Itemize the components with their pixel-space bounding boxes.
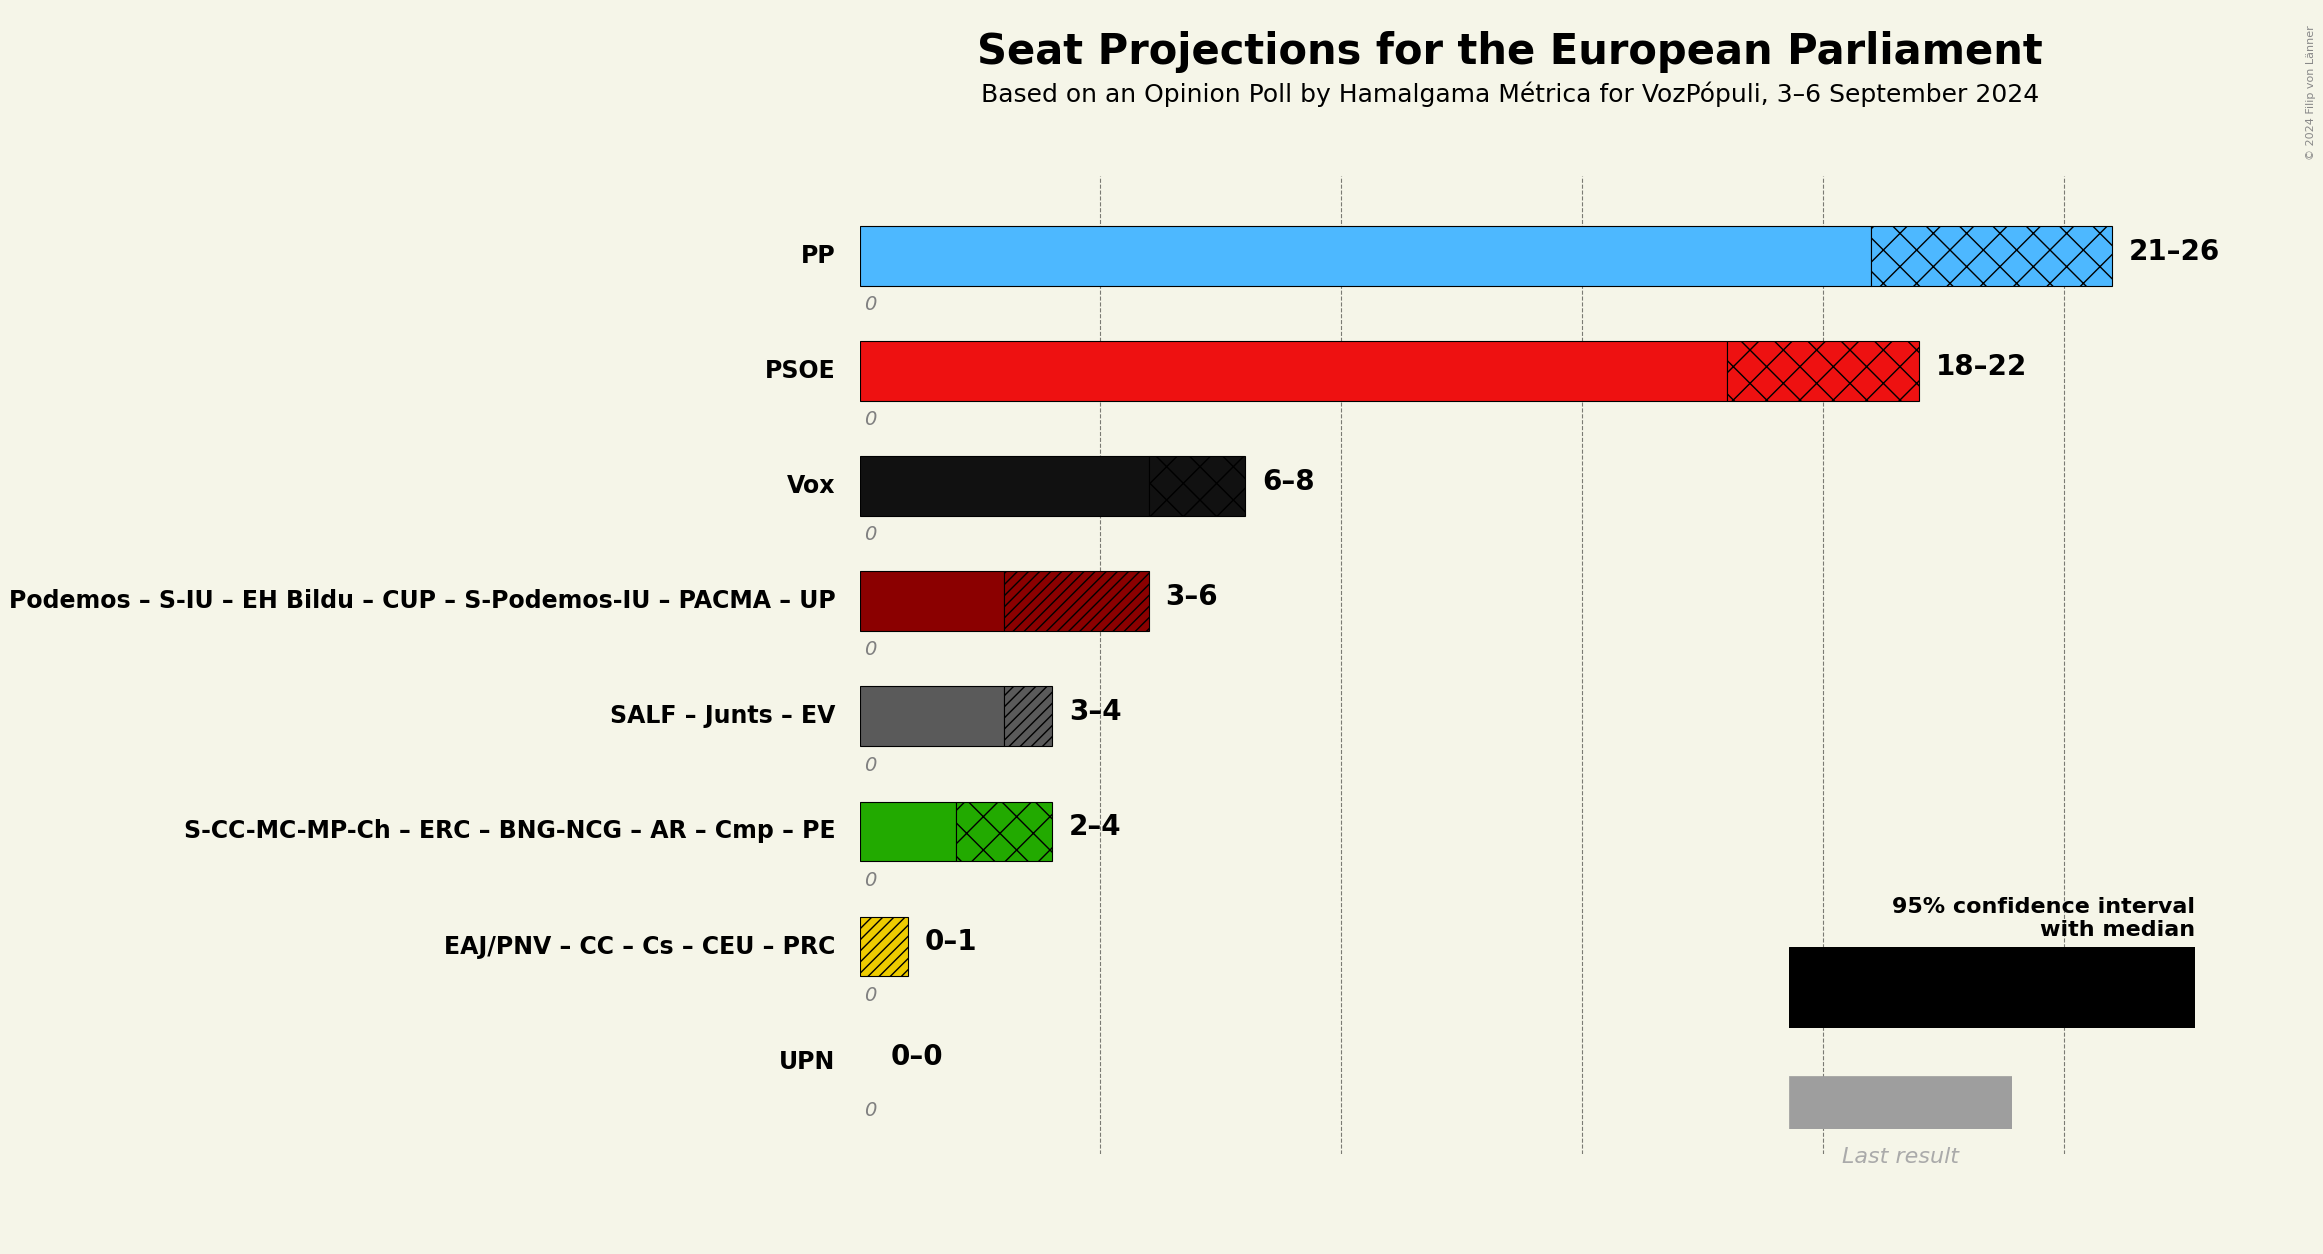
Text: 0–1: 0–1 <box>925 928 978 956</box>
Text: UPN: UPN <box>778 1050 836 1073</box>
Text: 6–8: 6–8 <box>1261 468 1315 495</box>
Text: 18–22: 18–22 <box>1937 352 2028 380</box>
Bar <box>860 456 1148 517</box>
Bar <box>1148 456 1245 517</box>
Text: 0: 0 <box>864 410 876 429</box>
Bar <box>1872 226 2112 286</box>
Text: 0: 0 <box>864 755 876 775</box>
Bar <box>1004 572 1148 631</box>
Text: 0: 0 <box>864 295 876 315</box>
Text: 3–6: 3–6 <box>1166 583 1217 611</box>
Text: Podemos – S-IU – EH Bildu – CUP – S-Podemos-IU – PACMA – UP: Podemos – S-IU – EH Bildu – CUP – S-Pode… <box>9 589 836 613</box>
Bar <box>1789 947 2000 1028</box>
Bar <box>2000 947 2195 1028</box>
Bar <box>860 686 1004 746</box>
Text: 0: 0 <box>864 986 876 1004</box>
Text: 2–4: 2–4 <box>1069 813 1122 841</box>
Bar <box>1726 341 1919 401</box>
Text: EAJ/PNV – CC – Cs – CEU – PRC: EAJ/PNV – CC – Cs – CEU – PRC <box>444 934 836 958</box>
Text: Vox: Vox <box>787 474 836 498</box>
Text: 0: 0 <box>864 641 876 660</box>
Text: Last result: Last result <box>1842 1147 1958 1167</box>
Text: 0: 0 <box>864 870 876 889</box>
Text: PSOE: PSOE <box>764 359 836 384</box>
Text: S-CC-MC-MP-Ch – ERC – BNG-NCG – AR – Cmp – PE: S-CC-MC-MP-Ch – ERC – BNG-NCG – AR – Cmp… <box>184 819 836 844</box>
Text: 3–4: 3–4 <box>1069 697 1122 726</box>
Text: SALF – Junts – EV: SALF – Junts – EV <box>611 705 836 729</box>
Text: 0–0: 0–0 <box>890 1043 943 1071</box>
Text: © 2024 Filip von Länner: © 2024 Filip von Länner <box>2307 25 2316 159</box>
Bar <box>860 917 908 977</box>
Bar <box>860 572 1004 631</box>
Text: Based on an Opinion Poll by Hamalgama Métrica for VozPópuli, 3–6 September 2024: Based on an Opinion Poll by Hamalgama Mé… <box>980 82 2040 107</box>
Text: 21–26: 21–26 <box>2130 237 2221 266</box>
Text: 0: 0 <box>864 525 876 544</box>
Bar <box>860 226 1872 286</box>
Text: Seat Projections for the European Parliament: Seat Projections for the European Parlia… <box>978 31 2042 73</box>
Text: 0: 0 <box>864 1101 876 1120</box>
Text: PP: PP <box>801 245 836 268</box>
Bar <box>955 801 1052 861</box>
Bar <box>860 801 955 861</box>
Text: 95% confidence interval
with median: 95% confidence interval with median <box>1893 898 2195 940</box>
Bar <box>860 341 1726 401</box>
Bar <box>1004 686 1052 746</box>
